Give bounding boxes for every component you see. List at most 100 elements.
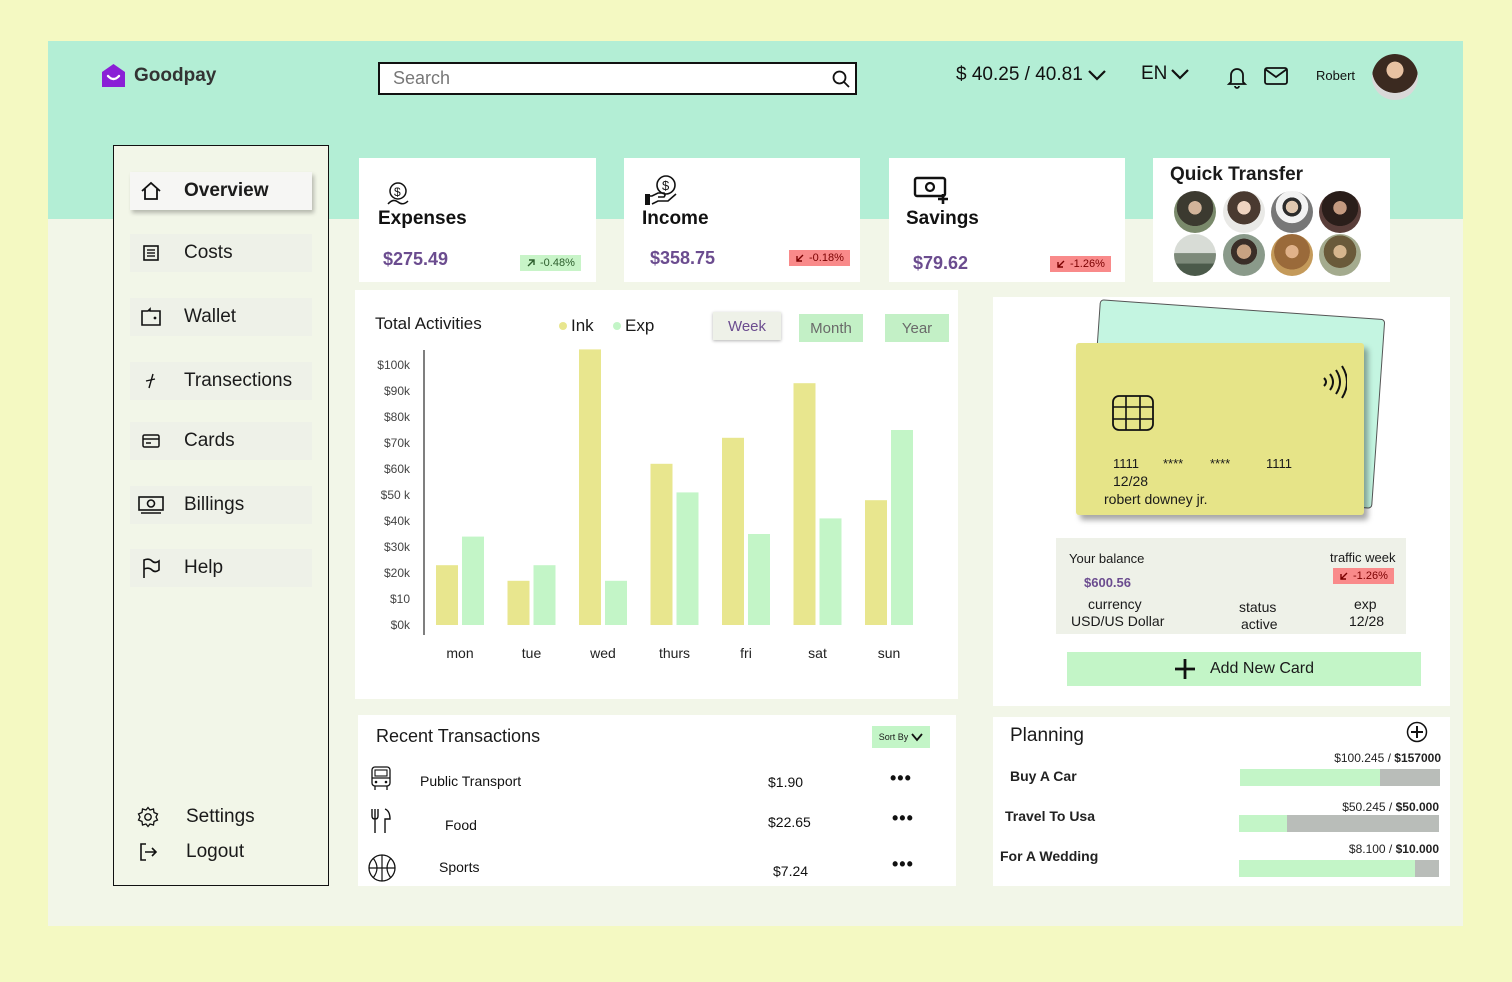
- bar-ink-wed[interactable]: [579, 349, 601, 625]
- avatar[interactable]: [1223, 191, 1265, 233]
- balance-value: $600.56: [1084, 575, 1131, 590]
- bar-exp-sun[interactable]: [891, 430, 913, 625]
- search-icon[interactable]: [827, 65, 855, 93]
- sidebar-item-transections[interactable]: Transections: [130, 362, 312, 400]
- legend-exp: Exp: [613, 316, 654, 336]
- sort-button[interactable]: Sort By: [872, 726, 930, 748]
- sidebar-item-billings[interactable]: Billings: [130, 486, 312, 524]
- planning-panel: Planning Buy A Car $100.245 / $157000 Tr…: [993, 717, 1450, 886]
- expenses-change: -0.48%: [540, 257, 575, 269]
- settings-label: Settings: [186, 806, 255, 827]
- sidebar-item-wallet[interactable]: Wallet: [130, 298, 312, 336]
- exchange-rate[interactable]: $ 40.25 / 40.81: [956, 64, 1107, 86]
- y-tick-label: $20k: [384, 566, 411, 580]
- sidebar: Overview Costs Wallet Transections Cards…: [113, 145, 329, 886]
- bar-exp-wed[interactable]: [605, 580, 627, 625]
- arrow-up-right-icon: [527, 259, 535, 267]
- plan-progress-text: $8.100 / $10.000: [1348, 842, 1439, 856]
- add-card-button[interactable]: Add New Card: [1067, 652, 1421, 686]
- transactions-panel: Recent Transactions Sort By Public Trans…: [358, 715, 956, 886]
- bar-exp-thurs[interactable]: [676, 492, 699, 625]
- sidebar-item-label: Help: [184, 557, 224, 578]
- bar-ink-tue[interactable]: [507, 580, 530, 625]
- avatar[interactable]: [1223, 234, 1265, 276]
- avatar[interactable]: [1174, 234, 1216, 276]
- more-options-icon[interactable]: •••: [892, 808, 914, 828]
- search-input[interactable]: [380, 68, 827, 89]
- tab-year[interactable]: Year: [885, 314, 949, 342]
- tab-week[interactable]: Week: [713, 312, 781, 340]
- sidebar-item-costs[interactable]: Costs: [130, 234, 312, 272]
- income-card[interactable]: $ Income $358.75 -0.18%: [624, 158, 860, 282]
- app-frame: Goodpay $ 40.25 / 40.81 EN Robert Overvi…: [48, 41, 1463, 926]
- card-number-3: ****: [1210, 456, 1231, 471]
- bar-ink-mon[interactable]: [436, 565, 458, 625]
- bar-ink-sun[interactable]: [865, 500, 887, 625]
- language-text: EN: [1141, 63, 1168, 84]
- y-tick-label: $40k: [384, 514, 411, 528]
- y-tick-label: $80k: [384, 410, 411, 424]
- bar-exp-fri[interactable]: [748, 534, 770, 625]
- savings-card[interactable]: Savings $79.62 -1.26%: [889, 158, 1125, 282]
- savings-value: $79.62: [913, 253, 969, 273]
- bar-ink-sat[interactable]: [793, 383, 816, 625]
- plan-current: $8.100: [1348, 842, 1386, 856]
- sidebar-item-cards[interactable]: Cards: [130, 422, 312, 460]
- currency-label: currency: [1088, 596, 1142, 612]
- tab-month[interactable]: Month: [799, 314, 863, 342]
- sidebar-item-help[interactable]: Help: [130, 549, 312, 587]
- exchange-rate-text: $ 40.25 / 40.81: [956, 64, 1083, 85]
- gear-icon: [136, 806, 160, 828]
- more-options-icon[interactable]: •••: [890, 768, 912, 788]
- card-number-4: 1111: [1266, 456, 1293, 471]
- receipt-icon: [134, 244, 168, 262]
- mail-icon[interactable]: [1263, 66, 1289, 91]
- sidebar-item-overview[interactable]: Overview: [130, 172, 312, 210]
- exp-label: exp: [1354, 596, 1377, 612]
- home-icon: [134, 181, 168, 201]
- legend-label: Ink: [571, 316, 594, 335]
- bar-ink-thurs[interactable]: [650, 463, 673, 625]
- avatar[interactable]: [1271, 191, 1313, 233]
- plan-label: Buy A Car: [1010, 768, 1077, 784]
- sidebar-item-label: Overview: [184, 180, 269, 201]
- money-hand-icon: $: [644, 174, 680, 211]
- legend-swatch: [613, 322, 621, 330]
- y-tick-label: $60k: [384, 462, 411, 476]
- logout-link[interactable]: Logout: [136, 841, 244, 863]
- avatar[interactable]: [1271, 234, 1313, 276]
- bar-ink-fri[interactable]: [722, 437, 744, 625]
- expenses-card[interactable]: $ Expenses $275.49 -0.48%: [359, 158, 596, 282]
- bar-exp-tue[interactable]: [533, 565, 556, 625]
- arrow-down-left-icon: [796, 254, 804, 262]
- card-holder: robert downey jr.: [1104, 491, 1208, 507]
- transaction-name: Public Transport: [420, 773, 522, 789]
- bar-exp-mon[interactable]: [462, 536, 484, 625]
- chip-icon: [1112, 395, 1154, 436]
- planning-title: Planning: [1010, 725, 1084, 746]
- search-bar[interactable]: [378, 62, 857, 95]
- credit-card[interactable]: 1111 **** **** 1111 12/28 robert downey …: [1076, 343, 1364, 515]
- language-select[interactable]: EN: [1141, 63, 1190, 85]
- user-name: Robert: [1316, 68, 1356, 83]
- avatar[interactable]: [1372, 54, 1418, 100]
- brand-logo[interactable]: Goodpay: [101, 63, 216, 88]
- avatar[interactable]: [1174, 191, 1216, 233]
- bell-icon[interactable]: [1225, 65, 1249, 94]
- y-tick-label: $30k: [384, 540, 411, 554]
- card-expiry: 12/28: [1113, 473, 1149, 489]
- card-icon: [134, 434, 168, 448]
- chart-title: Total Activities: [375, 314, 482, 333]
- plan-target: $10.000: [1395, 842, 1439, 856]
- avatar[interactable]: [1319, 191, 1361, 233]
- more-options-icon[interactable]: •••: [892, 854, 914, 874]
- x-tick-label: mon: [446, 645, 473, 661]
- settings-link[interactable]: Settings: [136, 806, 255, 828]
- quick-transfer-card: Quick Transfer: [1153, 158, 1390, 282]
- avatar[interactable]: [1319, 234, 1361, 276]
- traffic-value: -1.26%: [1353, 570, 1388, 582]
- fork-knife-icon: [369, 807, 393, 840]
- add-plan-icon[interactable]: [1406, 721, 1428, 748]
- legend-label: Exp: [625, 316, 655, 335]
- bar-exp-sat[interactable]: [819, 518, 842, 625]
